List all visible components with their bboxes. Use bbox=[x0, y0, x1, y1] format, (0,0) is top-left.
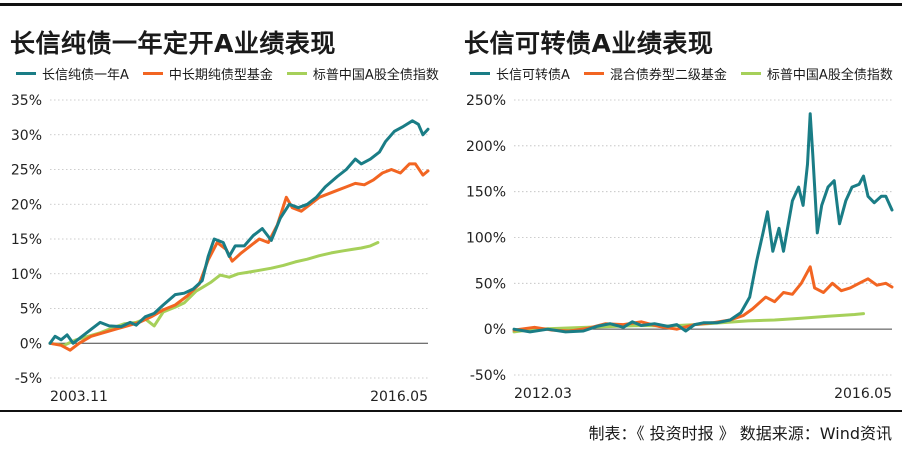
legend: 长信纯债一年A 中长期纯债型基金 标普中国A股全债指数 bbox=[16, 64, 453, 83]
legend-swatch bbox=[470, 72, 490, 75]
legend-item: 标普中国A股全债指数 bbox=[740, 64, 893, 83]
legend-item: 标普中国A股全债指数 bbox=[286, 64, 439, 83]
y-tick-label: 0% bbox=[484, 322, 506, 338]
y-tick-label: -50% bbox=[470, 368, 506, 384]
y-tick-label: 25% bbox=[11, 163, 42, 179]
left-chart-panel: 长信纯债一年定开A业绩表现 长信纯债一年A 中长期纯债型基金 标普中国A股全债指… bbox=[0, 0, 450, 410]
bottom-rule bbox=[0, 410, 902, 412]
y-tick-label: 15% bbox=[11, 232, 42, 248]
y-tick-label: 100% bbox=[466, 231, 506, 247]
y-tick-label: 5% bbox=[20, 302, 42, 318]
y-tick-label: 250% bbox=[466, 93, 506, 109]
legend-label: 长信可转债A bbox=[496, 68, 570, 83]
legend-label: 标普中国A股全债指数 bbox=[766, 68, 893, 83]
legend-item: 长信可转债A bbox=[470, 64, 570, 83]
y-tick-label: 150% bbox=[466, 185, 506, 201]
y-tick-label: 0% bbox=[20, 336, 42, 352]
legend-swatch bbox=[583, 72, 604, 75]
footer-credit: 制表：《 投资时报 》 数据来源：Wind资讯 bbox=[588, 424, 892, 443]
plot-area: -5% 0% 5% 10% 15% 20% 25% 30% 35% 2003.11 2016.05 bbox=[11, 93, 430, 405]
y-tick-label: 200% bbox=[466, 139, 506, 155]
y-tick-label: 20% bbox=[11, 197, 42, 213]
series-line bbox=[48, 162, 430, 352]
legend-label: 中长期纯债型基金 bbox=[168, 68, 273, 83]
legend-swatch bbox=[142, 72, 163, 75]
series-line bbox=[512, 112, 894, 334]
legend-label: 标普中国A股全债指数 bbox=[312, 68, 439, 83]
y-tick-label: -5% bbox=[15, 371, 42, 387]
legend-swatch bbox=[286, 72, 307, 75]
legend-swatch bbox=[16, 72, 36, 75]
x-tick-label: 2012.03 bbox=[514, 386, 572, 402]
legend-item: 中长期纯债型基金 bbox=[142, 64, 273, 83]
y-tick-label: 10% bbox=[11, 267, 42, 283]
y-tick-label: 30% bbox=[11, 128, 42, 144]
x-tick-label: 2003.11 bbox=[50, 389, 108, 405]
y-tick-label: 35% bbox=[11, 93, 42, 109]
plot-area: -50% 0% 50% 100% 150% 200% 250% 2012.03 2016.05 bbox=[466, 93, 894, 402]
legend-item: 混合债券型二级基金 bbox=[583, 64, 727, 83]
chart-title: 长信可转债A业绩表现 bbox=[464, 29, 714, 58]
legend: 长信可转债A 混合债券型二级基金 标普中国A股全债指数 bbox=[470, 64, 902, 83]
x-tick-label: 2016.05 bbox=[370, 389, 428, 405]
x-tick-label: 2016.05 bbox=[834, 386, 892, 402]
series-line bbox=[48, 119, 430, 345]
series-line bbox=[48, 241, 380, 347]
legend-swatch bbox=[740, 72, 761, 75]
legend-label: 长信纯债一年A bbox=[42, 68, 129, 83]
top-rule bbox=[0, 3, 902, 6]
legend-item: 长信纯债一年A bbox=[16, 64, 129, 83]
right-chart-panel: 长信可转债A业绩表现 长信可转债A 混合债券型二级基金 标普中国A股全债指数 -… bbox=[454, 0, 902, 410]
legend-label: 混合债券型二级基金 bbox=[609, 68, 727, 83]
chart-title: 长信纯债一年定开A业绩表现 bbox=[10, 29, 336, 58]
y-tick-label: 50% bbox=[475, 276, 506, 292]
